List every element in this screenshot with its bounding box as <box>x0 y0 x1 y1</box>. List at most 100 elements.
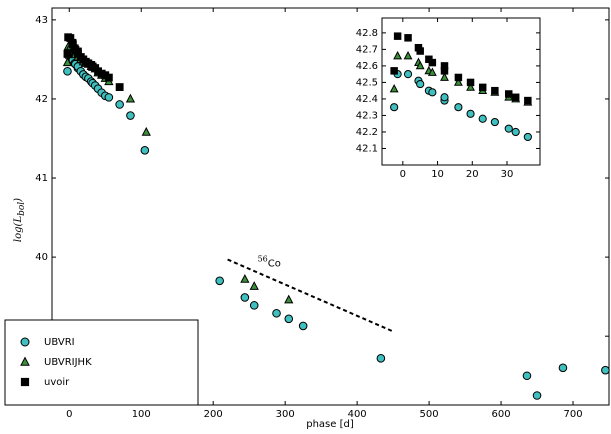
marker-square <box>63 49 72 58</box>
marker-square <box>440 67 449 75</box>
marker-circle <box>249 301 259 310</box>
y-tick-label: 42.8 <box>356 28 378 39</box>
marker-circle <box>140 146 150 155</box>
marker-square <box>428 58 437 67</box>
decay-line <box>227 258 394 333</box>
legend-marker <box>20 377 30 387</box>
y-axis-label-part: log(L <box>13 216 24 243</box>
marker-triangle <box>440 72 449 81</box>
x-tick-label: 300 <box>276 409 295 420</box>
x-tick-label: 200 <box>204 409 223 420</box>
legend-box <box>4 319 199 406</box>
marker-square <box>104 73 113 82</box>
marker-triangle <box>415 60 425 70</box>
y-tick-label: 43 <box>35 15 48 26</box>
y-tick-label: 42.5 <box>356 77 378 88</box>
x-tick-label: 600 <box>492 409 511 420</box>
x-tick-label: 100 <box>132 409 151 420</box>
x-tick-label: 20 <box>466 169 479 180</box>
x-tick-label: 700 <box>563 409 582 420</box>
marker-square <box>491 86 499 95</box>
marker-circle <box>403 70 413 79</box>
x-tick-label: 400 <box>348 409 367 420</box>
marker-circle <box>126 111 135 120</box>
marker-circle <box>478 114 487 123</box>
marker-circle <box>454 103 463 112</box>
y-tick-label: 41 <box>35 173 48 184</box>
marker-square <box>466 78 475 87</box>
marker-circle <box>466 109 475 118</box>
marker-circle <box>428 88 437 97</box>
marker-square <box>390 67 398 75</box>
y-tick-label: 42.7 <box>356 44 378 55</box>
legend-label: UBVRI <box>44 337 75 348</box>
legend-marker <box>20 337 30 347</box>
annotation-sup: 56 <box>258 254 268 263</box>
x-tick-label: 30 <box>501 169 514 180</box>
marker-square <box>416 47 424 55</box>
marker-square <box>115 83 124 92</box>
y-axis-label: log(Lbol) <box>13 198 27 242</box>
marker-circle <box>240 293 250 302</box>
marker-triangle <box>125 93 136 103</box>
y-tick-label: 40 <box>35 252 48 263</box>
legend-marker <box>20 356 30 366</box>
x-axis-label: phase [d] <box>306 419 354 430</box>
y-tick-label: 42.4 <box>356 94 378 105</box>
marker-circle <box>416 79 425 89</box>
marker-square <box>511 93 520 102</box>
marker-circle <box>490 117 499 127</box>
marker-circle <box>523 132 532 142</box>
marker-circle <box>272 308 281 318</box>
annotation: 56Co <box>258 254 281 269</box>
marker-triangle <box>62 57 73 67</box>
marker-circle <box>215 276 224 286</box>
marker-circle <box>390 103 399 112</box>
marker-triangle <box>403 50 413 60</box>
y-tick-label: 42.6 <box>356 61 378 72</box>
y-tick-label: 42.2 <box>356 127 378 138</box>
marker-triangle <box>240 274 250 283</box>
marker-square <box>393 32 402 40</box>
marker-triangle <box>427 67 437 76</box>
marker-circle <box>376 354 386 363</box>
marker-square <box>454 73 463 82</box>
marker-circle <box>63 66 72 76</box>
annotation-text: Co <box>268 258 281 269</box>
marker-square <box>478 83 487 92</box>
marker-triangle <box>249 281 259 290</box>
marker-triangle <box>284 294 294 304</box>
y-tick-label: 42.1 <box>356 143 378 154</box>
marker-circle <box>532 391 542 400</box>
marker-square <box>404 34 412 42</box>
y-tick-label: 42 <box>35 94 48 105</box>
marker-circle <box>298 321 308 331</box>
marker-triangle <box>453 77 463 86</box>
y-tick-label: 42.3 <box>356 110 378 121</box>
marker-circle <box>504 124 513 133</box>
x-tick-label: 0 <box>66 409 72 420</box>
marker-circle <box>511 127 520 137</box>
y-axis-label-part: ) <box>13 198 24 203</box>
marker-triangle <box>466 82 475 91</box>
marker-triangle <box>393 50 403 60</box>
x-tick-label: 0 <box>400 169 406 180</box>
x-tick-label: 500 <box>420 409 439 420</box>
plot-area <box>381 17 541 166</box>
marker-circle <box>284 314 294 324</box>
marker-triangle <box>389 83 399 93</box>
marker-circle <box>440 93 449 102</box>
marker-triangle <box>141 126 151 136</box>
marker-circle <box>104 93 114 102</box>
marker-circle <box>115 100 124 109</box>
marker-circle <box>601 365 610 375</box>
y-axis-label-part: bol <box>17 202 27 216</box>
marker-square <box>505 90 513 98</box>
marker-square <box>524 96 532 105</box>
legend-label: UBVRIJHK <box>44 357 92 368</box>
marker-circle <box>558 363 568 373</box>
legend-label: uvoir <box>44 377 70 388</box>
x-tick-label: 10 <box>431 169 444 180</box>
